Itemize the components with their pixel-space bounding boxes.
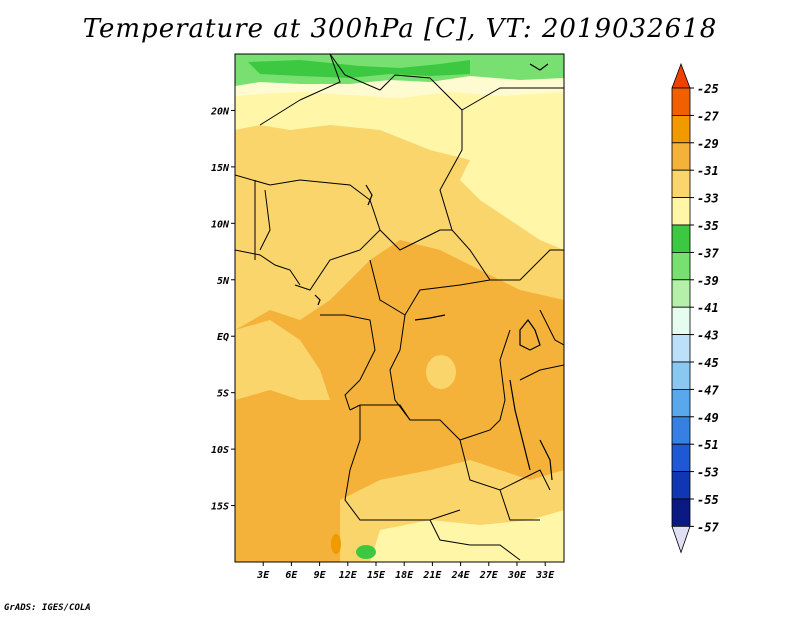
colorbar-swatch — [671, 279, 691, 308]
x-tick-label: 12E — [339, 570, 358, 581]
colorbar-label: -45 — [697, 356, 719, 370]
y-tick-label: 10S — [211, 445, 229, 456]
colorbar-label: -51 — [697, 438, 719, 452]
map-frame — [234, 53, 565, 563]
field-band-37 — [248, 60, 470, 78]
y-tick-label: EQ — [217, 332, 229, 343]
colorbar-swatch — [671, 251, 691, 281]
x-tick-label: 27E — [479, 570, 499, 581]
y-tick-label: 5N — [217, 276, 230, 287]
x-tick-label: 30E — [507, 570, 527, 581]
colorbar-label: -47 — [697, 383, 719, 397]
field-spot-31-center — [426, 355, 456, 389]
colorbar-label: -33 — [697, 192, 719, 206]
country-borders — [235, 54, 564, 561]
temperature-field — [235, 54, 564, 562]
chart-title: Temperature at 300hPa [C], VT: 201903261… — [82, 14, 718, 44]
lake-outlines — [314, 63, 553, 481]
colorbar-swatch — [671, 142, 691, 171]
colorbar-label: -37 — [697, 246, 719, 260]
colorbar-label: -55 — [697, 493, 719, 507]
field-band-33-east — [460, 150, 564, 250]
x-tick-label: 3E — [256, 570, 270, 581]
y-tick-label: 15S — [211, 502, 229, 513]
colorbar-swatch — [671, 416, 691, 445]
y-tick-label: 15N — [211, 163, 230, 174]
colorbar-swatch — [671, 197, 691, 226]
colorbar-label: -43 — [697, 329, 719, 343]
colorbar-swatch — [671, 498, 691, 527]
field-spot-37-south — [356, 545, 376, 559]
colorbar-swatch — [671, 169, 691, 198]
y-axis: 20N 15N 10N 5N EQ 5S 10S 15S — [210, 106, 235, 513]
colorbar-swatch — [671, 306, 691, 336]
colorbar-arrow-bottom — [671, 526, 691, 554]
field-band-33-south — [370, 510, 564, 562]
colorbar-label: -39 — [697, 274, 719, 288]
x-tick-label: 24E — [451, 570, 471, 581]
colorbar-arrow-top — [671, 62, 691, 89]
colorbar-swatch — [671, 471, 691, 500]
footer-credit: GrADS: IGES/COLA — [4, 603, 91, 613]
colorbar-swatch — [671, 443, 691, 473]
colorbar-label: -35 — [697, 219, 719, 233]
colorbar-swatch — [671, 361, 691, 390]
y-tick-label: 20N — [210, 106, 230, 117]
colorbar-label: -53 — [697, 466, 719, 480]
colorbar-swatch — [671, 115, 691, 144]
colorbar-label: -29 — [697, 137, 719, 151]
x-axis: 3E 6E 9E 12E 15E 18E 21E 24E 27E 30E 33E — [256, 562, 555, 581]
x-tick-label: 15E — [367, 570, 386, 581]
colorbar-label: -31 — [697, 164, 719, 178]
colorbar-label: -25 — [697, 82, 719, 96]
y-tick-label: 10N — [211, 219, 230, 230]
y-tick-label: 5S — [217, 389, 229, 400]
colorbar-swatch — [671, 334, 691, 363]
x-tick-label: 9E — [314, 570, 327, 581]
x-tick-label: 21E — [422, 570, 442, 581]
colorbar-swatch — [671, 224, 691, 253]
colorbar-label: -49 — [697, 411, 719, 425]
field-band-31-west — [235, 320, 330, 400]
x-tick-label: 33E — [535, 570, 555, 581]
colorbar-swatch — [671, 388, 691, 418]
field-spot-27-south — [331, 534, 341, 554]
colorbar: -25 -27 -29 -31 -33 -35 -37 -39 -41 -43 -45 -47 -49 -… — [671, 62, 719, 554]
colorbar-label: -41 — [697, 301, 719, 315]
x-tick-label: 18E — [395, 570, 414, 581]
colorbar-swatch — [671, 87, 691, 116]
colorbar-label: -27 — [697, 109, 719, 123]
colorbar-label: -57 — [697, 520, 719, 534]
x-tick-label: 6E — [285, 570, 298, 581]
